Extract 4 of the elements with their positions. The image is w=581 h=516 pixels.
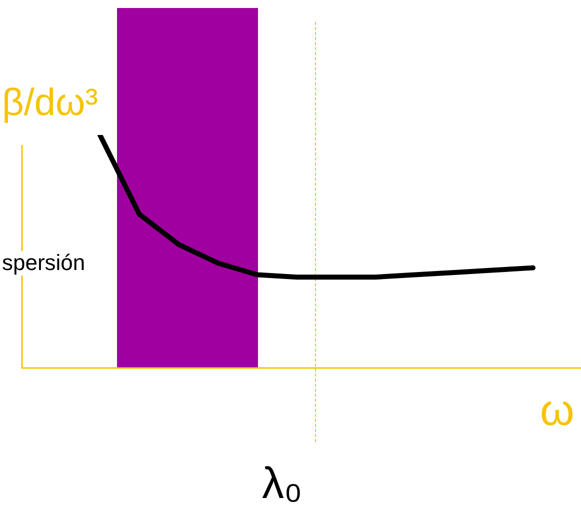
annotation: spersión: [2, 250, 86, 275]
y-axis-title: β/dω³: [2, 82, 98, 124]
x-axis-title: ω: [540, 386, 574, 435]
text: λ₀: [262, 459, 302, 508]
